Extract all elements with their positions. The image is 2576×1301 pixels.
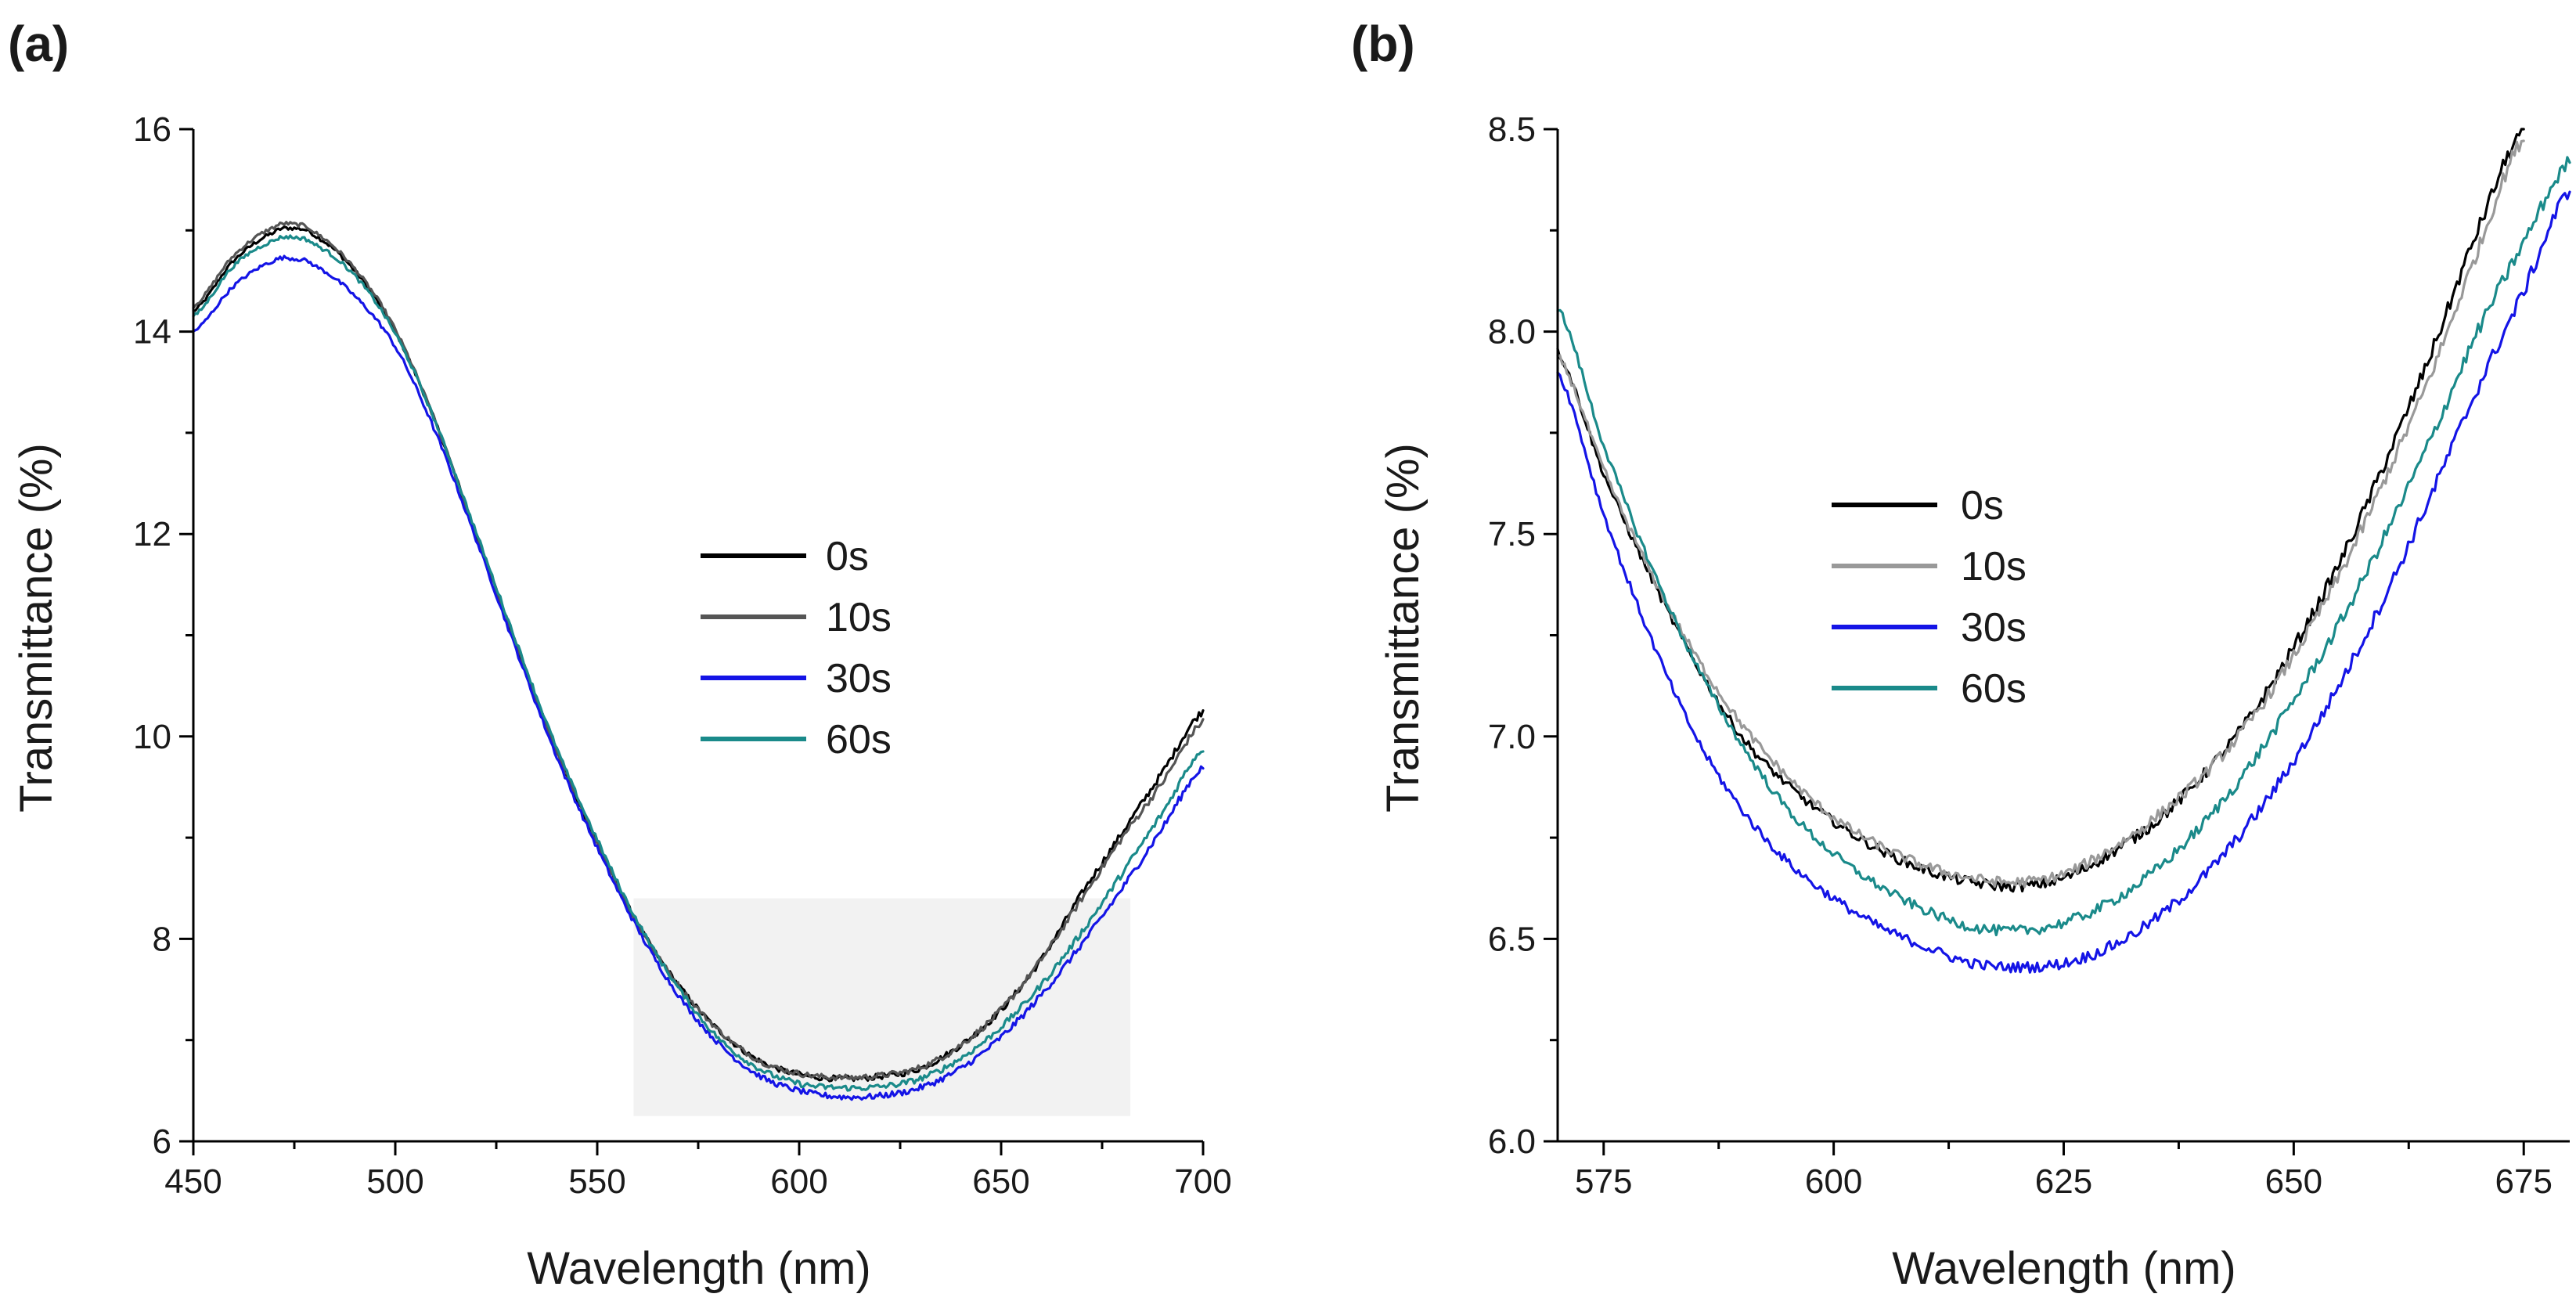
panel-a-legend-label-0s: 0s: [826, 534, 869, 579]
panel-b-x-axis-title: Wavelength (nm): [1892, 1243, 2236, 1294]
panel-a-axes: 450 500 550 600 650 700 6 8 10 12 14 16: [133, 110, 1232, 1201]
panel-a-chart: (a) 450 500 550 600 650 700 6 8 10 12 14 16 0s 10s 30…: [8, 16, 1232, 1294]
panel-b-legend: 0s 10s 30s 60s: [1832, 483, 2027, 712]
panel-b-series-30s: [1556, 190, 2571, 974]
panel-b-series-10s: [1556, 139, 2525, 888]
panel-a-y-tick-label: 6: [153, 1123, 171, 1161]
panel-b-x-tick-label: 575: [1575, 1162, 1632, 1201]
panel-b-y-tick-label: 8.5: [1488, 110, 1536, 149]
panel-a-legend-label-10s: 10s: [826, 595, 892, 640]
panel-a-y-tick-label: 10: [133, 718, 171, 756]
panel-a-x-tick-label: 550: [568, 1162, 625, 1201]
panel-a-label: (a): [8, 16, 69, 72]
panel-a-y-tick-label: 14: [133, 313, 171, 351]
panel-a-series-group: [192, 221, 1205, 1101]
panel-b-x-tick-label: 600: [1805, 1162, 1862, 1201]
panel-a-zoom-region: [633, 898, 1131, 1116]
panel-b-x-tick-label: 625: [2035, 1162, 2092, 1201]
panel-b-y-tick-label: 8.0: [1488, 313, 1536, 351]
panel-a-x-tick-label: 450: [164, 1162, 222, 1201]
panel-a-x-tick-label: 700: [1174, 1162, 1231, 1201]
panel-a-y-axis-title: Transmittance (%): [11, 443, 62, 813]
panel-a-x-tick-label: 600: [770, 1162, 827, 1201]
panel-a-legend-label-60s: 60s: [826, 717, 892, 762]
panel-b-y-tick-label: 6.0: [1488, 1123, 1536, 1161]
panel-b-series-group: [1556, 128, 2571, 974]
panel-a-series-60s: [192, 234, 1205, 1092]
panel-b-y-tick-label: 6.5: [1488, 920, 1536, 958]
panel-a-x-tick-label: 500: [366, 1162, 423, 1201]
panel-b-legend-label-0s: 0s: [1961, 483, 2004, 528]
panel-b-x-tick-label: 675: [2495, 1162, 2553, 1201]
panel-b-series-60s: [1556, 156, 2571, 937]
panel-b-legend-label-10s: 10s: [1961, 544, 2027, 589]
panel-a-highlight-region: [633, 898, 1131, 1116]
panel-b-series-0s: [1556, 128, 2525, 893]
panel-a-series-10s: [192, 221, 1205, 1082]
panel-b-label: (b): [1351, 16, 1415, 72]
panel-a-y-tick-label: 8: [153, 920, 171, 958]
panel-b-legend-label-60s: 60s: [1961, 666, 2027, 712]
panel-b-axes: 575 600 625 650 675 6.0 6.5 7.0 7.5 8.0 8.5: [1488, 110, 2570, 1201]
panel-a-x-tick-label: 650: [972, 1162, 1029, 1201]
panel-a-legend: 0s 10s 30s 60s: [701, 534, 892, 762]
panel-b-legend-label-30s: 30s: [1961, 605, 2027, 650]
panel-a-y-tick-label: 16: [133, 110, 171, 149]
panel-b-chart: (b) 575 600 625 650 675 6.0 6.5 7.0 7.5 8.0 8.5 0s…: [1351, 16, 2571, 1294]
panel-b-y-tick-label: 7.0: [1488, 718, 1536, 756]
panel-b-y-tick-label: 7.5: [1488, 515, 1536, 553]
panel-a-y-tick-label: 12: [133, 515, 171, 553]
panel-a-legend-label-30s: 30s: [826, 656, 892, 701]
panel-a-x-axis-title: Wavelength (nm): [527, 1243, 870, 1294]
panel-a-series-30s: [192, 254, 1205, 1101]
panel-b-y-axis-title: Transmittance (%): [1378, 443, 1429, 813]
panel-b-x-tick-label: 650: [2265, 1162, 2322, 1201]
